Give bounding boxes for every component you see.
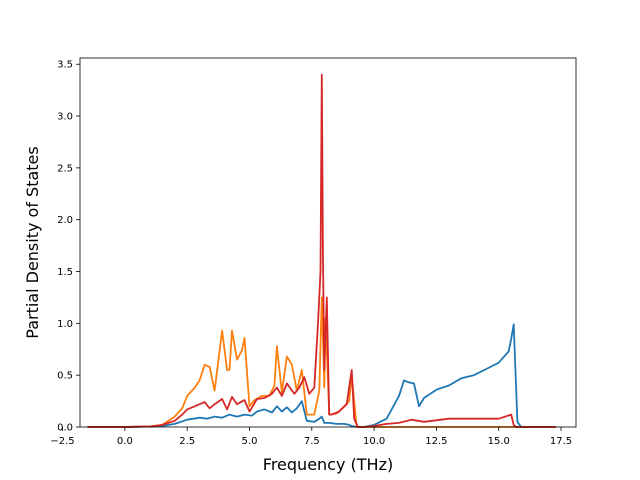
x-tick-label: 15.0 (488, 436, 510, 447)
series-line-3 (87, 73, 557, 428)
x-tick-label: 2.5 (179, 436, 195, 447)
y-tick-label: 0.0 (57, 423, 73, 434)
series-line-1 (87, 323, 557, 428)
x-tick-label: 7.5 (304, 436, 320, 447)
y-tick-label: 3.0 (57, 112, 73, 123)
y-tick-label: 2.5 (57, 163, 73, 174)
y-tick-label: 3.5 (57, 60, 73, 71)
y-tick-label: 1.5 (57, 267, 73, 278)
y-tick-label: 2.0 (57, 215, 73, 226)
x-tick-label: 17.5 (550, 436, 572, 447)
x-tick-label: 10.0 (363, 436, 385, 447)
y-axis-label: Partial Density of States (23, 146, 42, 338)
x-axis: −2.5 0.0 2.5 5.0 7.5 10.0 12.5 15.0 17.5 (50, 427, 572, 447)
axes-frame (79, 57, 577, 428)
x-tick-label: −2.5 (50, 436, 74, 447)
plot-area (87, 73, 557, 428)
y-tick-label: 0.5 (57, 371, 73, 382)
x-tick-label: 5.0 (242, 436, 258, 447)
y-tick-label: 1.0 (57, 319, 73, 330)
x-tick-label: 12.5 (425, 436, 447, 447)
x-tick-label: 0.0 (117, 436, 133, 447)
y-axis: 0.0 0.5 1.0 1.5 2.0 2.5 3.0 3.5 (57, 60, 80, 434)
x-axis-label: Frequency (THz) (263, 455, 393, 474)
